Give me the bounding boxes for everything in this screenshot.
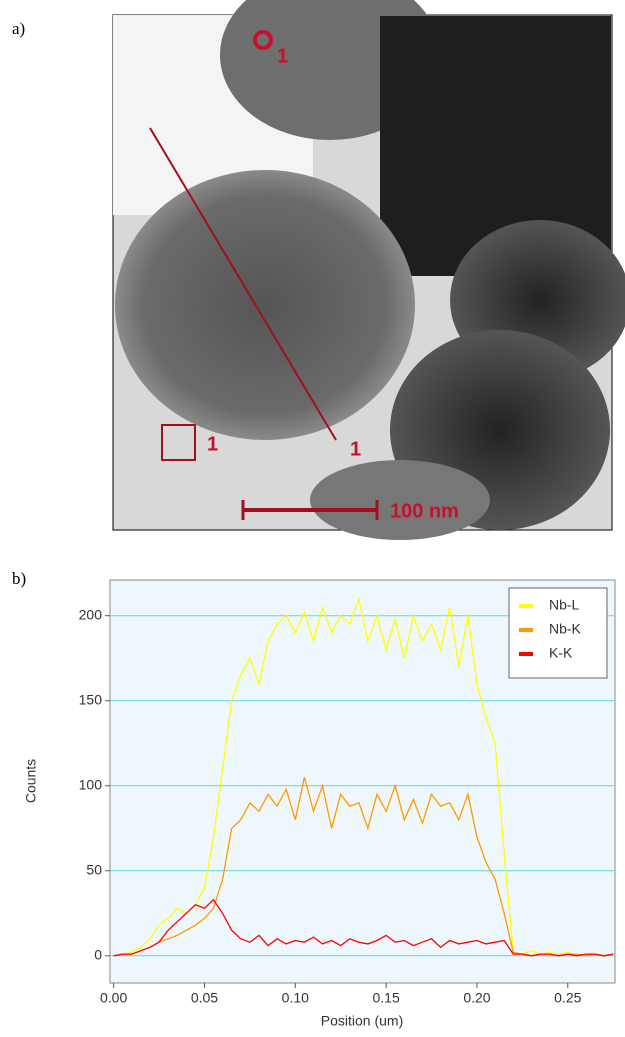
y-tick-label: 150: [79, 691, 103, 707]
legend-box: [508, 587, 608, 679]
y-tick-label: 0: [94, 946, 102, 962]
legend-label: Nb-K: [549, 621, 582, 637]
y-tick-label: 50: [86, 861, 102, 877]
tem-image: [112, 0, 625, 540]
x-axis-label: Position (um): [321, 1013, 403, 1029]
y-axis-label: Counts: [23, 759, 39, 803]
x-tick-label: 0.05: [191, 990, 218, 1006]
x-tick-label: 0.15: [372, 990, 399, 1006]
panel-label: a): [12, 19, 25, 38]
x-tick-label: 0.20: [463, 990, 490, 1006]
legend-label: K-K: [549, 645, 573, 661]
data-line: [113, 898, 614, 957]
marker-label: 1: [350, 438, 361, 460]
x-tick-label: 0.00: [100, 990, 127, 1006]
panel-label: b): [12, 569, 26, 588]
marker-label: 1: [277, 45, 288, 67]
data-line: [113, 596, 614, 957]
x-tick-label: 0.25: [554, 990, 581, 1006]
x-tick-label: 0.10: [282, 990, 309, 1006]
legend-label: Nb-L: [549, 597, 580, 613]
scale-bar-label: 100 nm: [390, 500, 459, 522]
marker-label: 1: [207, 433, 218, 455]
y-tick-label: 200: [79, 606, 103, 622]
y-tick-label: 100: [79, 776, 103, 792]
